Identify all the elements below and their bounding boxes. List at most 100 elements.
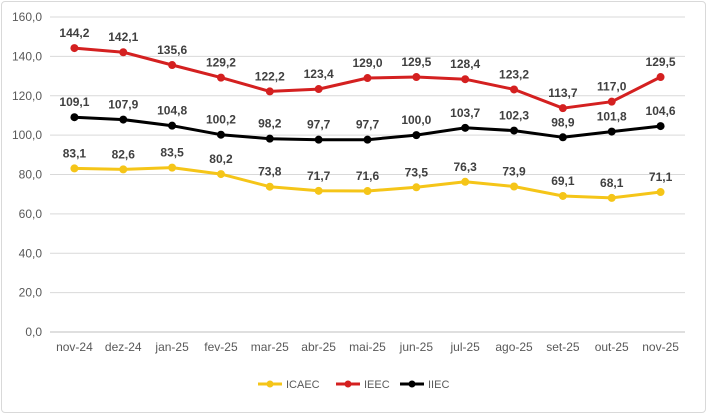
data-point-iiec: [216, 130, 225, 139]
data-label-icaec: 80,2: [209, 152, 233, 166]
data-labels: 83,1 82,6 83,5 80,2 73,8 71,7 71,6 73,5 76,3 73,9…: [59, 26, 676, 190]
data-label-iiec: 98,9: [551, 115, 575, 129]
x-tick-label: mai-25: [349, 340, 386, 354]
data-point-icaec: [510, 182, 519, 191]
data-point-iiec: [461, 123, 470, 132]
x-tick-label: jul-25: [450, 340, 481, 354]
data-point-ieec: [656, 73, 665, 82]
x-tick-label: dez-24: [105, 340, 142, 354]
data-label-ieec: 129,5: [646, 55, 676, 69]
legend: ICAEC IEEC IIEC: [258, 379, 449, 391]
data-point-iiec: [363, 135, 372, 144]
data-label-iiec: 100,2: [206, 113, 236, 127]
data-label-iiec: 98,2: [258, 117, 282, 131]
data-label-icaec: 69,1: [551, 174, 575, 188]
data-label-icaec: 82,6: [112, 147, 136, 161]
data-label-iiec: 97,7: [356, 118, 380, 132]
legend-label-icaec: ICAEC: [286, 379, 320, 391]
data-label-icaec: 73,5: [405, 165, 429, 179]
data-point-iiec: [412, 131, 421, 140]
data-label-ieec: 113,7: [548, 86, 578, 100]
data-point-iiec: [265, 134, 274, 143]
x-tick-label: ago-25: [495, 340, 533, 354]
data-point-ieec: [510, 85, 519, 94]
data-point-iiec: [119, 115, 128, 124]
data-point-ieec: [216, 73, 225, 82]
data-point-iiec: [607, 127, 616, 136]
data-point-iiec: [510, 126, 519, 135]
data-label-ieec: 123,2: [499, 67, 529, 81]
data-label-iiec: 101,8: [597, 110, 627, 124]
y-tick-label: 0,0: [25, 325, 42, 339]
data-point-iiec: [314, 135, 323, 144]
data-label-icaec: 71,1: [649, 170, 673, 184]
data-label-iiec: 109,1: [59, 95, 89, 109]
data-label-ieec: 123,4: [304, 67, 334, 81]
data-label-ieec: 129,2: [206, 56, 236, 70]
data-label-ieec: 142,1: [108, 30, 138, 44]
data-label-ieec: 128,4: [450, 57, 480, 71]
data-point-ieec: [168, 61, 177, 70]
data-point-icaec: [70, 164, 79, 173]
data-point-ieec: [119, 48, 128, 57]
legend-label-iiec: IIEC: [428, 379, 449, 391]
x-tick-label: jun-25: [399, 340, 434, 354]
series-layer: [70, 44, 665, 202]
y-tick-label: 40,0: [19, 246, 43, 260]
data-point-icaec: [168, 163, 177, 172]
data-label-icaec: 73,8: [258, 165, 282, 179]
data-label-icaec: 73,9: [502, 165, 526, 179]
data-point-icaec: [265, 182, 274, 191]
data-label-icaec: 68,1: [600, 176, 624, 190]
x-tick-label: abr-25: [301, 340, 336, 354]
x-tick-label: out-25: [595, 340, 629, 354]
y-tick-label: 80,0: [19, 168, 43, 182]
data-label-icaec: 83,5: [160, 146, 184, 160]
data-label-iiec: 102,3: [499, 109, 529, 123]
data-point-ieec: [461, 75, 470, 84]
data-point-iiec: [168, 121, 177, 130]
data-label-icaec: 76,3: [454, 160, 478, 174]
data-label-icaec: 71,6: [356, 169, 380, 183]
data-point-ieec: [70, 44, 79, 53]
data-label-iiec: 107,9: [108, 98, 138, 112]
data-label-iiec: 97,7: [307, 118, 331, 132]
data-point-icaec: [656, 188, 665, 197]
data-point-ieec: [607, 97, 616, 106]
data-point-icaec: [558, 191, 567, 200]
data-point-ieec: [314, 85, 323, 94]
y-tick-label: 120,0: [12, 89, 42, 103]
x-tick-label: set-25: [546, 340, 580, 354]
data-label-iiec: 103,7: [450, 106, 480, 120]
data-point-ieec: [558, 104, 567, 113]
data-point-iiec: [656, 122, 665, 131]
y-axis-ticks: 0,0 20,0 40,0 60,0 80,0 100,0 120,0 140,0 160,0: [12, 10, 42, 339]
data-point-icaec: [216, 170, 225, 179]
y-tick-label: 160,0: [12, 10, 42, 24]
data-label-icaec: 83,1: [63, 146, 87, 160]
x-tick-label: nov-24: [56, 340, 93, 354]
x-tick-label: fev-25: [204, 340, 238, 354]
y-tick-label: 20,0: [19, 286, 43, 300]
legend-marker-icaec: [266, 380, 274, 388]
data-label-ieec: 122,2: [255, 69, 285, 83]
data-label-ieec: 144,2: [59, 26, 89, 40]
x-tick-label: jan-25: [154, 340, 189, 354]
data-point-icaec: [314, 186, 323, 195]
data-point-iiec: [70, 113, 79, 122]
y-tick-label: 140,0: [12, 49, 42, 63]
data-point-icaec: [119, 165, 128, 174]
data-label-ieec: 129,0: [352, 56, 382, 70]
x-tick-label: nov-25: [642, 340, 679, 354]
data-point-icaec: [607, 193, 616, 202]
x-tick-label: mar-25: [251, 340, 289, 354]
data-label-icaec: 71,7: [307, 169, 331, 183]
data-point-iiec: [558, 133, 567, 142]
x-axis-ticks: nov-24 dez-24 jan-25 fev-25 mar-25 abr-25 mai-…: [56, 340, 679, 354]
data-label-iiec: 104,8: [157, 104, 187, 118]
data-label-ieec: 117,0: [597, 80, 627, 94]
legend-label-ieec: IEEC: [364, 379, 390, 391]
data-label-iiec: 100,0: [401, 113, 431, 127]
